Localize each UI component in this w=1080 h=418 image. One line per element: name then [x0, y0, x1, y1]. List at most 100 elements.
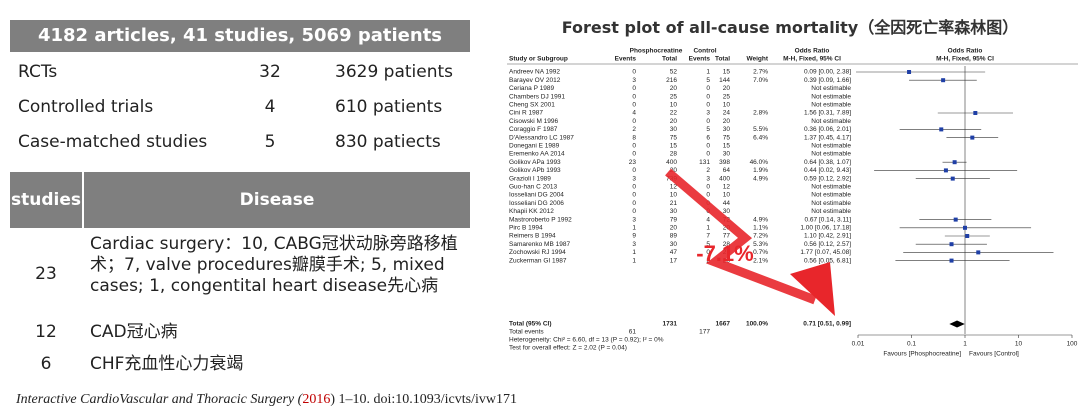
x-tick-label: 1 [963, 341, 967, 348]
study-name: Ceriana P 1989 [509, 85, 554, 92]
count: 5 [706, 77, 710, 84]
count: 1 [706, 225, 710, 232]
study-name: Barayev OV 2012 [509, 77, 561, 84]
disease-count: 12 [35, 322, 57, 342]
count: 0 [706, 102, 710, 109]
count: 2 [632, 126, 636, 133]
column-header: M-H, Fixed, 95% CI [783, 56, 841, 63]
count: 1 [632, 257, 636, 264]
count: 144 [719, 77, 730, 84]
study-name: Donegani E 1989 [509, 143, 560, 150]
count: 79 [670, 216, 678, 223]
or-square [952, 160, 957, 165]
count: 1 [706, 69, 710, 76]
or-square [953, 217, 958, 222]
count: 30 [670, 126, 678, 133]
odds-ratio: 0.44 [0.02, 9.43] [804, 167, 851, 174]
summary-patients: 830 patiects [335, 132, 441, 152]
trend-arrowhead [790, 262, 835, 316]
count: 75 [670, 134, 678, 141]
count: 6 [706, 134, 710, 141]
weight: 5.3% [753, 241, 768, 248]
or-square [939, 127, 944, 132]
count: 0 [706, 143, 710, 150]
not-estimable: Not estimable [811, 102, 851, 109]
or-square [950, 176, 955, 181]
count: 20 [670, 118, 678, 125]
count: 3 [632, 216, 636, 223]
not-estimable: Not estimable [811, 85, 851, 92]
study-name: Chambers DJ 1991 [509, 93, 565, 100]
citation-year: 2016 [302, 392, 331, 407]
column-header: M-H, Fixed, 95% CI [936, 56, 994, 63]
summary-label: RCTs [18, 62, 58, 82]
count: 4 [706, 216, 710, 223]
count: 216 [666, 77, 677, 84]
citation-rest: ) 1–10. doi:10.1093/icvts/ivw171 [330, 392, 517, 407]
study-name: Iosseliani DG 2006 [509, 200, 564, 207]
count: 30 [723, 126, 731, 133]
weight: 4.9% [753, 216, 768, 223]
or-square [907, 70, 912, 74]
count: 5 [706, 126, 710, 133]
study-name: Eremenko AA 2014 [509, 151, 565, 158]
count: 89 [670, 233, 678, 240]
count: 4 [632, 110, 636, 117]
count: 0 [706, 118, 710, 125]
count: 12 [723, 184, 731, 191]
study-name: Mastroroberto P 1992 [509, 216, 572, 223]
summary-label: Case-matched studies [18, 132, 208, 152]
study-name: Andreev NA 1992 [509, 69, 560, 76]
citation: Interactive CardioVascular and Thoracic … [16, 392, 517, 408]
count: 20 [670, 225, 678, 232]
study-name: Cini R 1987 [509, 110, 543, 117]
odds-ratio: 1.00 [0.06, 17.18] [800, 225, 851, 232]
count: 64 [723, 167, 731, 174]
count: 3 [632, 175, 636, 182]
count: 12 [670, 184, 678, 191]
count: 28 [723, 241, 731, 248]
count: 0 [632, 102, 636, 109]
total-label: Total (95% CI) [509, 321, 552, 328]
disease-header-studies: studies [10, 172, 82, 228]
study-name: Guo-han C 2013 [509, 184, 557, 191]
count: 7 [706, 233, 710, 240]
group-header: Odds Ratio [795, 48, 830, 55]
or-square [949, 242, 954, 247]
total-count: 1667 [716, 321, 731, 328]
column-header: Study or Subgroup [509, 56, 568, 63]
study-name: Zochowski RJ 1994 [509, 249, 566, 256]
count: 0 [706, 200, 710, 207]
study-name: Grazioli I 1989 [509, 175, 551, 182]
summary-header: 4182 articles, 41 studies, 5069 patients [10, 20, 470, 52]
count: 22 [670, 110, 678, 117]
count: 8 [632, 134, 636, 141]
favours-left: Favours [Phosphocreatine] [883, 351, 961, 358]
count: 24 [723, 110, 731, 117]
count: 30 [670, 208, 678, 215]
count: 17 [670, 257, 678, 264]
weight: 6.4% [753, 134, 768, 141]
or-square [976, 250, 981, 255]
odds-ratio: 0.39 [0.09, 1.66] [804, 77, 851, 84]
count: 0 [632, 93, 636, 100]
disease-text: CHF充血性心力衰竭 [90, 354, 244, 374]
or-square [970, 135, 975, 140]
count: 28 [670, 151, 678, 158]
count: 20 [723, 257, 731, 264]
weight: 1.1% [753, 225, 768, 232]
count: 398 [719, 159, 730, 166]
study-name: Golikov APa 1993 [509, 159, 561, 166]
count: 1 [632, 249, 636, 256]
or-square [965, 234, 970, 238]
disease-count: 23 [35, 264, 57, 284]
events-count: 61 [629, 329, 637, 336]
or-square [963, 225, 967, 230]
summary-count: 4 [264, 97, 276, 117]
count: 15 [670, 143, 678, 150]
count: 0 [706, 85, 710, 92]
events-count: 177 [699, 329, 710, 336]
study-name: Iosseliani DG 2004 [509, 192, 564, 199]
or-square [973, 111, 978, 115]
disease-count: 6 [40, 354, 52, 374]
